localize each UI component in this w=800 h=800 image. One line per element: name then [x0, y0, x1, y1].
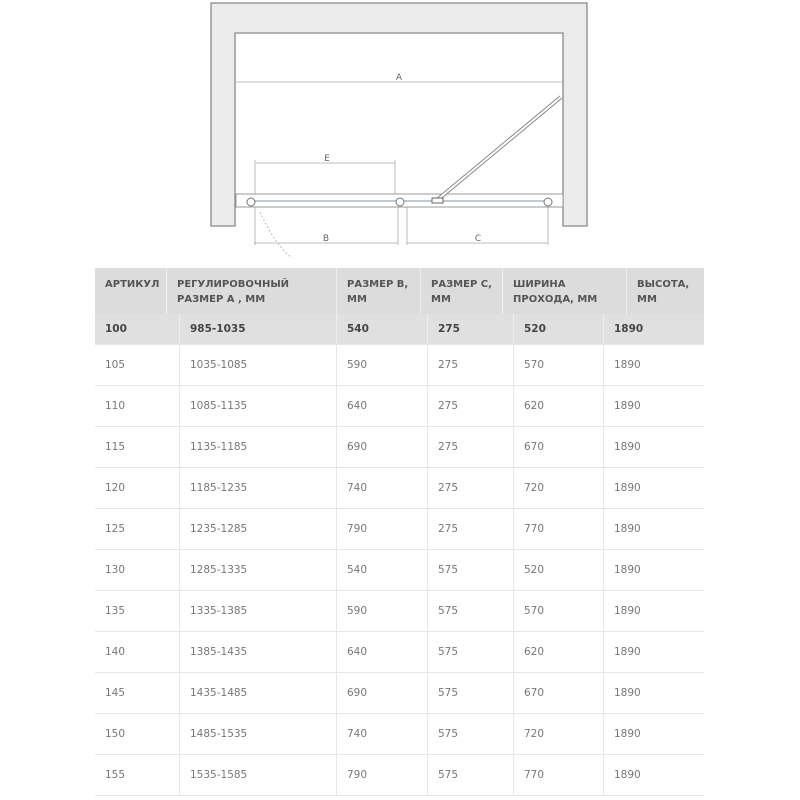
- table-cell: 540: [337, 550, 428, 590]
- table-header: АРТИКУЛ РЕГУЛИРОВОЧНЫЙ РАЗМЕР А , ММ РАЗ…: [95, 268, 704, 314]
- table-cell: 575: [428, 755, 514, 795]
- table-cell: 570: [514, 345, 604, 385]
- table-cell: 120: [95, 468, 180, 508]
- table-cell: 1535-1585: [180, 755, 337, 795]
- table-cell: 115: [95, 427, 180, 467]
- table-cell: 770: [514, 755, 604, 795]
- table-cell: 1890: [614, 728, 641, 740]
- table-row: 155 1535-1585 790 575 770 1890: [95, 755, 704, 796]
- table-cell: 1890: [614, 441, 641, 453]
- table-cell: 690: [337, 427, 428, 467]
- table-cell: 520: [514, 314, 604, 344]
- table-row: 145 1435-1485 690 575 670 1890: [95, 673, 704, 714]
- table-cell: 690: [337, 673, 428, 713]
- table-cell: 275: [428, 314, 514, 344]
- header-article: АРТИКУЛ: [95, 268, 167, 314]
- table-cell: 575: [428, 632, 514, 672]
- table-cell: 275: [428, 468, 514, 508]
- table-row: 115 1135-1185 690 275 670 1890: [95, 427, 704, 468]
- table-cell: 640: [337, 386, 428, 426]
- table-row: 140 1385-1435 640 575 620 1890: [95, 632, 704, 673]
- table-cell: 985-1035: [180, 314, 337, 344]
- table-cell: 1435-1485: [180, 673, 337, 713]
- table-cell: 1890: [614, 482, 641, 494]
- table-cell: 125: [95, 509, 180, 549]
- table-cell: 145: [95, 673, 180, 713]
- table-cell: 740: [337, 468, 428, 508]
- label-b: B: [323, 234, 329, 244]
- table-cell: 575: [428, 550, 514, 590]
- table-cell: 620: [514, 386, 604, 426]
- header-size-b: РАЗМЕР B, ММ: [337, 268, 421, 314]
- table-cell: 275: [428, 509, 514, 549]
- table-cell: 1890: [614, 359, 641, 371]
- table-cell: 1485-1535: [180, 714, 337, 754]
- table-cell: 1335-1385: [180, 591, 337, 631]
- header-passage-width: ШИРИНА ПРОХОДА, ММ: [503, 268, 627, 314]
- table-cell: 1890: [614, 769, 641, 781]
- header-size-c: РАЗМЕР С, ММ: [421, 268, 503, 314]
- table-cell: 1890: [614, 687, 641, 699]
- table-cell: 575: [428, 591, 514, 631]
- table-cell: 155: [95, 755, 180, 795]
- shower-door-diagram: A E B C: [210, 2, 588, 259]
- table-cell: 1890: [614, 605, 641, 617]
- table-row: 130 1285-1335 540 575 520 1890: [95, 550, 704, 591]
- table-cell: 575: [428, 673, 514, 713]
- table-cell: 275: [428, 345, 514, 385]
- table-cell: 570: [514, 591, 604, 631]
- table-cell: 135: [95, 591, 180, 631]
- table-cell: 1890: [614, 523, 641, 535]
- wall-outline: [210, 2, 588, 227]
- label-e: E: [324, 154, 330, 164]
- table-cell: 1385-1435: [180, 632, 337, 672]
- table-cell: 1890: [614, 323, 644, 335]
- table-cell: 1035-1085: [180, 345, 337, 385]
- table-cell: 670: [514, 427, 604, 467]
- table-cell: 150: [95, 714, 180, 754]
- table-cell: 790: [337, 509, 428, 549]
- table-row: 105 1035-1085 590 275 570 1890: [95, 345, 704, 386]
- table-cell: 1085-1135: [180, 386, 337, 426]
- header-height: ВЫСОТА, ММ: [637, 279, 690, 305]
- table-cell: 770: [514, 509, 604, 549]
- table-cell: 670: [514, 673, 604, 713]
- table-cell: 1890: [614, 564, 641, 576]
- table-cell: 275: [428, 427, 514, 467]
- label-c: C: [475, 234, 481, 244]
- table-row: 100 985-1035 540 275 520 1890: [95, 314, 704, 345]
- table-cell: 640: [337, 632, 428, 672]
- header-size-a: РЕГУЛИРОВОЧНЫЙ РАЗМЕР А , ММ: [167, 268, 337, 314]
- table-cell: 1890: [614, 646, 641, 658]
- table-cell: 720: [514, 468, 604, 508]
- table-cell: 575: [428, 714, 514, 754]
- table-row: 125 1235-1285 790 275 770 1890: [95, 509, 704, 550]
- table-cell: 1890: [614, 400, 641, 412]
- table-row: 135 1335-1385 590 575 570 1890: [95, 591, 704, 632]
- table-cell: 275: [428, 386, 514, 426]
- table-cell: 1135-1185: [180, 427, 337, 467]
- table-cell: 1185-1235: [180, 468, 337, 508]
- table-row: 110 1085-1135 640 275 620 1890: [95, 386, 704, 427]
- table-cell: 540: [337, 314, 428, 344]
- table-cell: 105: [95, 345, 180, 385]
- table-cell: 720: [514, 714, 604, 754]
- table-body: 100 985-1035 540 275 520 1890 105 1035-1085 590 2…: [95, 314, 704, 796]
- table-row: 150 1485-1535 740 575 720 1890: [95, 714, 704, 755]
- table-cell: 790: [337, 755, 428, 795]
- table-row: 120 1185-1235 740 275 720 1890: [95, 468, 704, 509]
- table-cell: 1235-1285: [180, 509, 337, 549]
- table-cell: 130: [95, 550, 180, 590]
- table-cell: 1285-1335: [180, 550, 337, 590]
- table-cell: 110: [95, 386, 180, 426]
- table-cell: 520: [514, 550, 604, 590]
- table-cell: 740: [337, 714, 428, 754]
- table-cell: 100: [95, 314, 180, 344]
- table-cell: 590: [337, 345, 428, 385]
- table-cell: 620: [514, 632, 604, 672]
- table-cell: 140: [95, 632, 180, 672]
- label-a: A: [396, 73, 403, 83]
- table-cell: 590: [337, 591, 428, 631]
